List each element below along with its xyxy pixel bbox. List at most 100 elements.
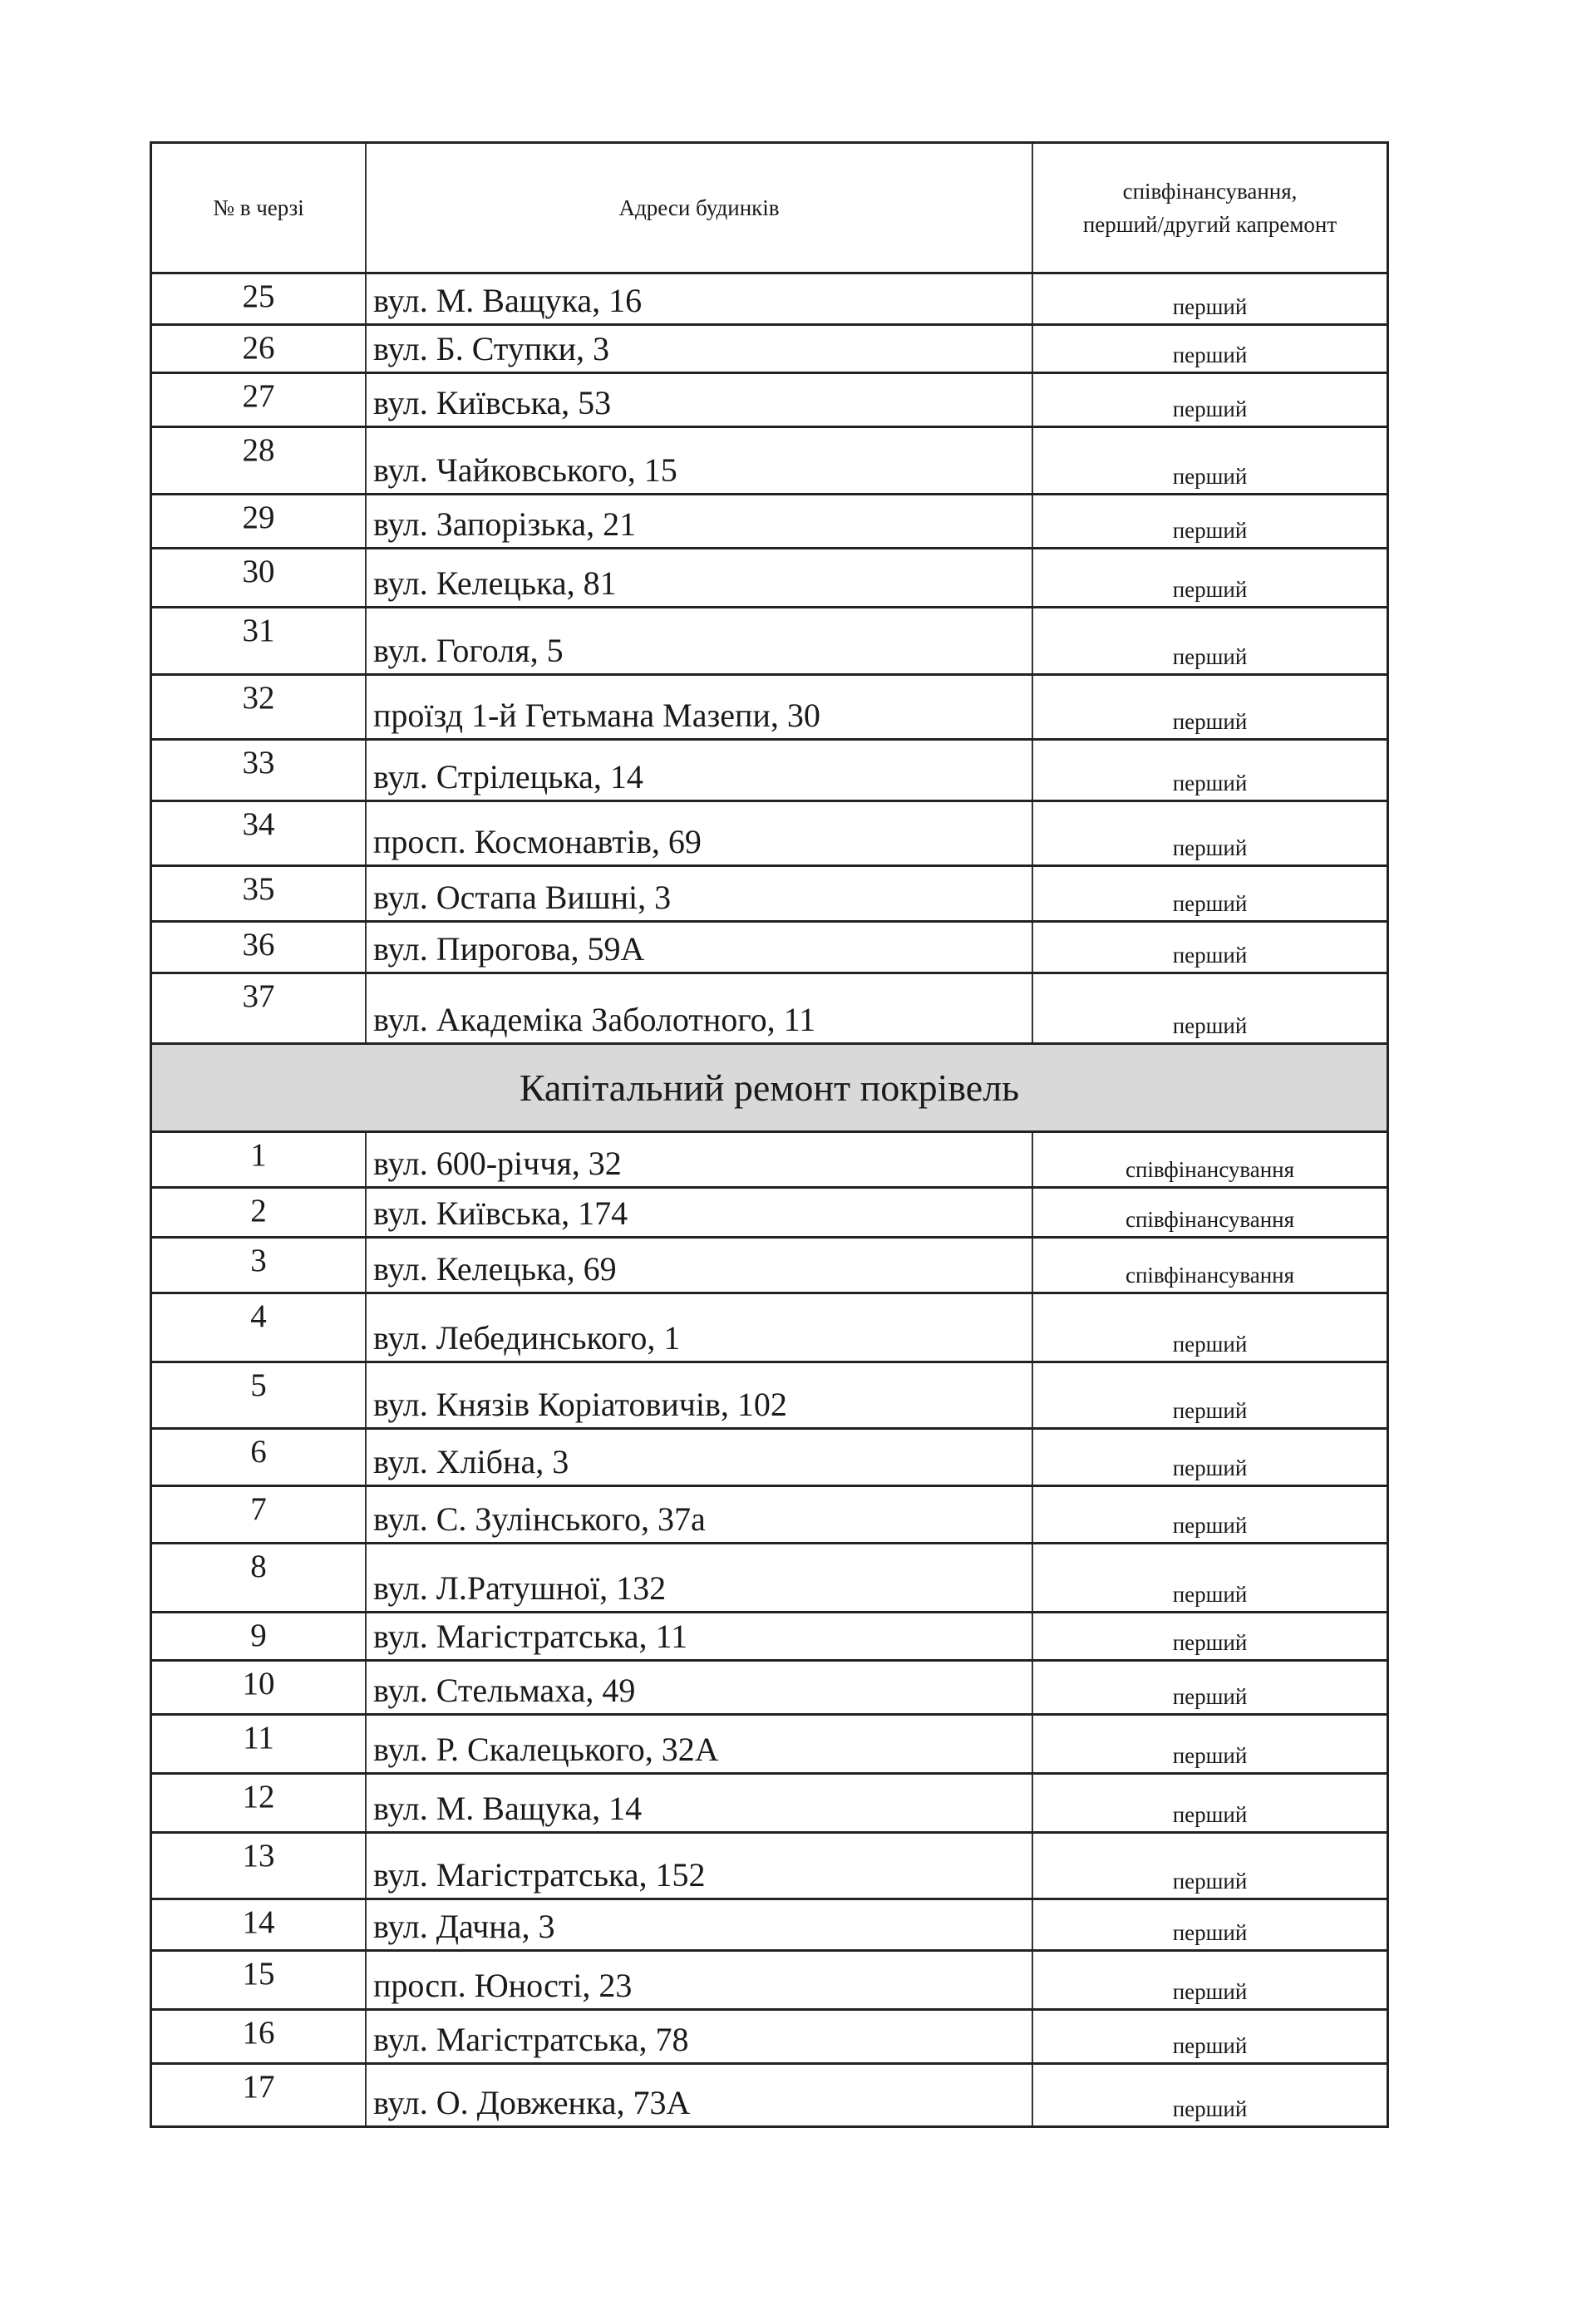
queue-number: 9	[152, 1613, 367, 1659]
table-row: 25 вул. М. Ващука, 16 перший	[152, 274, 1387, 326]
repair-type: перший	[1172, 1513, 1248, 1538]
queue-number: 6	[152, 1430, 367, 1485]
repair-type: перший	[1172, 1979, 1248, 2004]
address: вул. Пирогова, 59А	[367, 923, 1033, 972]
queue-number: 28	[152, 428, 367, 493]
queue-number: 25	[152, 274, 367, 323]
address: вул. Келецька, 69	[367, 1239, 1033, 1292]
queue-number: 34	[152, 802, 367, 864]
address: вул. М. Ващука, 14	[367, 1775, 1033, 1831]
address: вул. Б. Ступки, 3	[367, 326, 1033, 372]
table-row: 30 вул. Келецька, 81 перший	[152, 549, 1387, 608]
repair-type: перший	[1172, 2096, 1248, 2121]
queue-number: 8	[152, 1544, 367, 1611]
address: вул. Р. Скалецького, 32А	[367, 1716, 1033, 1772]
queue-number: 17	[152, 2065, 367, 2125]
table-row: 8 вул. Л.Ратушної, 132 перший	[152, 1544, 1387, 1613]
repair-type: перший	[1172, 294, 1248, 319]
repair-type: перший	[1172, 1398, 1248, 1423]
repair-type: перший	[1172, 644, 1248, 669]
address: вул. О. Довженка, 73А	[367, 2065, 1033, 2125]
address: вул. Стрілецька, 14	[367, 741, 1033, 800]
table-row: 4 вул. Лебединського, 1 перший	[152, 1294, 1387, 1363]
repair-type: перший	[1172, 464, 1248, 489]
queue-number: 32	[152, 676, 367, 738]
queue-number: 4	[152, 1294, 367, 1361]
table-row: 28 вул. Чайковського, 15 перший	[152, 428, 1387, 495]
queue-table: № в черзі Адреси будинків співфінансуван…	[150, 141, 1389, 2128]
queue-number: 7	[152, 1487, 367, 1542]
repair-type: перший	[1172, 577, 1248, 602]
table-row: 6 вул. Хлібна, 3 перший	[152, 1430, 1387, 1487]
repair-type: перший	[1172, 342, 1248, 367]
table-row: 15 просп. Юності, 23 перший	[152, 1952, 1387, 2011]
address: вул. Остапа Вишні, 3	[367, 867, 1033, 920]
queue-number: 16	[152, 2011, 367, 2062]
repair-type: перший	[1172, 709, 1248, 734]
table-row: 14 вул. Дачна, 3 перший	[152, 1900, 1387, 1952]
table-row: 34 просп. Космонавтів, 69 перший	[152, 802, 1387, 867]
queue-number: 35	[152, 867, 367, 920]
queue-number: 13	[152, 1834, 367, 1898]
table-row: 36 вул. Пирогова, 59А перший	[152, 923, 1387, 974]
address: вул. Магістратська, 11	[367, 1613, 1033, 1659]
table-body-part2: 1 вул. 600-річчя, 32 співфінансування 2 вул.…	[152, 1133, 1387, 2128]
header-address: Адреси будинків	[367, 144, 1033, 272]
repair-type: перший	[1172, 2033, 1248, 2058]
address: вул. Чайковського, 15	[367, 428, 1033, 493]
repair-type: перший	[1172, 891, 1248, 916]
queue-number: 2	[152, 1189, 367, 1236]
table-row: 37 вул. Академіка Заболотного, 11 перший	[152, 974, 1387, 1045]
repair-type: перший	[1172, 1013, 1248, 1038]
repair-type: співфінансування	[1125, 1157, 1295, 1182]
header-number: № в черзі	[152, 144, 367, 272]
queue-number: 10	[152, 1662, 367, 1713]
queue-number: 36	[152, 923, 367, 972]
queue-number: 12	[152, 1775, 367, 1831]
repair-type: перший	[1172, 835, 1248, 860]
table-row: 27 вул. Київська, 53 перший	[152, 374, 1387, 428]
table-row: 32 проїзд 1-й Гетьмана Мазепи, 30 перший	[152, 676, 1387, 741]
queue-number: 37	[152, 974, 367, 1042]
address: вул. М. Ващука, 16	[367, 274, 1033, 323]
queue-number: 27	[152, 374, 367, 426]
repair-type: перший	[1172, 1455, 1248, 1480]
queue-number: 30	[152, 549, 367, 606]
address: вул. Академіка Заболотного, 11	[367, 974, 1033, 1042]
repair-type: перший	[1172, 1869, 1248, 1894]
table-row: 17 вул. О. Довженка, 73А перший	[152, 2065, 1387, 2128]
table-row: 13 вул. Магістратська, 152 перший	[152, 1834, 1387, 1900]
queue-number: 33	[152, 741, 367, 800]
table-header: № в черзі Адреси будинків співфінансуван…	[152, 144, 1387, 274]
table-row: 35 вул. Остапа Вишні, 3 перший	[152, 867, 1387, 923]
table-row: 26 вул. Б. Ступки, 3 перший	[152, 326, 1387, 374]
queue-number: 31	[152, 608, 367, 673]
queue-number: 11	[152, 1716, 367, 1772]
table-body-part1: 25 вул. М. Ващука, 16 перший 26 вул. Б. Ступ…	[152, 274, 1387, 1045]
queue-number: 14	[152, 1900, 367, 1949]
queue-number: 26	[152, 326, 367, 372]
address: вул. С. Зулінського, 37а	[367, 1487, 1033, 1542]
repair-type: перший	[1172, 1802, 1248, 1827]
address: вул. Київська, 53	[367, 374, 1033, 426]
repair-type: співфінансування	[1125, 1207, 1295, 1232]
table-row: 31 вул. Гоголя, 5 перший	[152, 608, 1387, 676]
table-row: 12 вул. М. Ващука, 14 перший	[152, 1775, 1387, 1834]
queue-number: 3	[152, 1239, 367, 1292]
address: просп. Юності, 23	[367, 1952, 1033, 2008]
table-row: 9 вул. Магістратська, 11 перший	[152, 1613, 1387, 1662]
repair-type: перший	[1172, 396, 1248, 421]
repair-type: перший	[1172, 1920, 1248, 1945]
repair-type: перший	[1172, 518, 1248, 543]
address: вул. Келецька, 81	[367, 549, 1033, 606]
queue-number: 29	[152, 495, 367, 547]
address: вул. Магістратська, 152	[367, 1834, 1033, 1898]
address: вул. Князів Коріатовичів, 102	[367, 1363, 1033, 1427]
repair-type: перший	[1172, 943, 1248, 968]
table-row: 5 вул. Князів Коріатовичів, 102 перший	[152, 1363, 1387, 1430]
table-row: 1 вул. 600-річчя, 32 співфінансування	[152, 1133, 1387, 1189]
address: проїзд 1-й Гетьмана Мазепи, 30	[367, 676, 1033, 738]
queue-number: 5	[152, 1363, 367, 1427]
address: вул. Запорізька, 21	[367, 495, 1033, 547]
table-row: 33 вул. Стрілецька, 14 перший	[152, 741, 1387, 802]
